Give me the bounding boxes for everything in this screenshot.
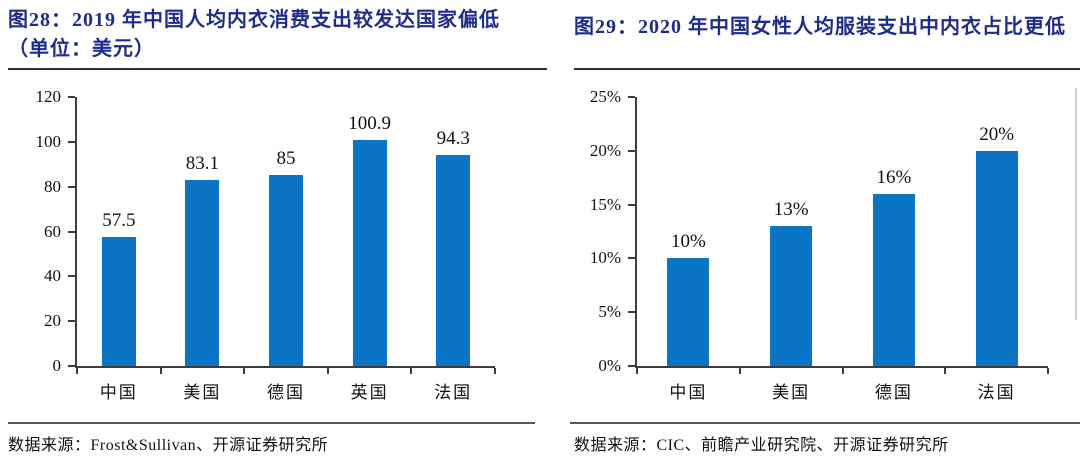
- y-axis-tick-label: 25%: [589, 87, 621, 106]
- y-axis-tick-label: 100: [35, 131, 62, 151]
- bar: [436, 154, 471, 366]
- bar: [101, 237, 136, 366]
- bar-value-label: 13%: [773, 199, 809, 221]
- bar-value-label: 85: [276, 148, 296, 170]
- figure-29-title-line-1: 图29：2020 年中国女性人均服装支出中内衣占比更低: [574, 16, 1066, 38]
- x-axis-tick-mark: [738, 368, 741, 374]
- figure-28-title: 图28：2019 年中国人均内衣消费支出较发达国家偏低 （单位：美元）: [8, 6, 500, 64]
- figure-29-source-text: 数据来源：CIC、前瞻产业研究院、开源证券研究所: [574, 437, 949, 454]
- x-axis-category-label: 美国: [183, 383, 222, 402]
- figure-28-title-divider: [8, 68, 547, 70]
- x-axis-category-label: 德国: [874, 383, 913, 402]
- figure-28-title-line-1: 图28：2019 年中国人均内衣消费支出较发达国家偏低: [8, 9, 500, 31]
- x-axis-tick-mark: [841, 368, 844, 374]
- bar-value-label: 94.3: [436, 127, 470, 149]
- bar: [975, 150, 1018, 366]
- y-axis-tick-label: 40: [44, 266, 61, 286]
- y-axis-tick-mark: [68, 140, 75, 143]
- bar: [352, 139, 387, 366]
- y-axis-tick-mark: [628, 203, 635, 206]
- y-axis-tick-mark: [628, 96, 635, 98]
- x-axis-tick-mark: [76, 368, 78, 374]
- x-axis-tick-mark: [944, 368, 947, 374]
- x-axis-category-label: 中国: [669, 383, 708, 402]
- x-axis-category-label: 法国: [977, 383, 1016, 402]
- page-column-edge-line: [1075, 88, 1077, 320]
- bar-value-label: 100.9: [348, 112, 391, 134]
- x-axis-tick-mark: [636, 368, 638, 374]
- x-axis-category-label: 德国: [267, 383, 305, 402]
- y-axis-tick-mark: [68, 96, 75, 98]
- y-axis-tick-label: 0: [52, 356, 62, 375]
- y-axis-tick-mark: [68, 185, 75, 188]
- x-axis-tick-mark: [243, 368, 246, 374]
- bar: [269, 175, 303, 366]
- figure-28-title-line-2: （单位：美元）: [8, 38, 155, 60]
- bar: [770, 226, 813, 366]
- y-axis-tick-mark: [628, 257, 635, 260]
- y-axis-tick-label: 0%: [598, 356, 621, 375]
- figure-28-chart-area: 0 20 40 60 80 100 120 57.5 中国 83.1 美国 85 德国 100.9 英国 94…: [36, 87, 496, 402]
- x-axis-tick-mark: [1047, 368, 1049, 374]
- y-axis-tick-mark: [628, 311, 635, 314]
- x-axis-tick-mark: [326, 368, 329, 374]
- y-axis-tick-label: 60: [44, 221, 61, 241]
- bar-value-label: 16%: [876, 166, 912, 188]
- x-axis-category-label: 美国: [772, 383, 811, 402]
- y-axis-tick-label: 120: [35, 87, 62, 106]
- bar: [872, 193, 915, 366]
- bar: [667, 258, 710, 366]
- y-axis-tick-mark: [68, 230, 75, 233]
- y-axis-tick-label: 15%: [589, 194, 621, 214]
- y-axis-tick-label: 20%: [589, 140, 621, 160]
- y-axis-tick-mark: [628, 149, 635, 152]
- x-axis-category-label: 中国: [99, 383, 138, 402]
- y-axis-tick-label: 80: [44, 176, 61, 196]
- y-axis-tick-mark: [68, 275, 75, 278]
- x-axis-tick-mark: [159, 368, 162, 374]
- figure-29-source-divider: [570, 422, 1080, 424]
- x-axis-category-label: 法国: [434, 383, 473, 402]
- y-axis-tick-mark: [68, 320, 75, 323]
- figure-28-source-text: 数据来源：Frost&Sullivan、开源证券研究所: [8, 437, 329, 454]
- bar-value-label: 83.1: [185, 152, 220, 174]
- figure-28-panel: 图28：2019 年中国人均内衣消费支出较发达国家偏低 （单位：美元） 0 20 4…: [8, 6, 547, 454]
- figure-29-chart-area: 0% 5% 10% 15% 20% 25% 10% 中国 13% 美国 16% 德国 20% 法国: [590, 87, 1049, 402]
- y-axis-tick-label: 5%: [598, 302, 621, 322]
- figure-29-panel: 图29：2020 年中国女性人均服装支出中内衣占比更低 0% 5% 10% 15% 20…: [560, 0, 1080, 460]
- x-axis-tick-mark: [494, 368, 496, 374]
- figure-29-title-divider: [574, 68, 1080, 70]
- bar-value-label: 10%: [670, 231, 706, 253]
- y-axis-tick-label: 20: [44, 311, 61, 331]
- bar-value-label: 57.5: [102, 210, 136, 232]
- figure-29-title: 图29：2020 年中国女性人均服装支出中内衣占比更低: [574, 13, 1066, 42]
- x-axis-tick-mark: [410, 368, 413, 374]
- y-axis-tick-mark: [68, 365, 75, 367]
- y-axis-tick-mark: [628, 365, 635, 367]
- y-axis-tick-label: 10%: [589, 248, 621, 268]
- bar: [185, 179, 220, 366]
- x-axis-category-label: 英国: [350, 383, 389, 402]
- bar-value-label: 20%: [979, 123, 1015, 145]
- figure-28-source-divider: [8, 422, 535, 424]
